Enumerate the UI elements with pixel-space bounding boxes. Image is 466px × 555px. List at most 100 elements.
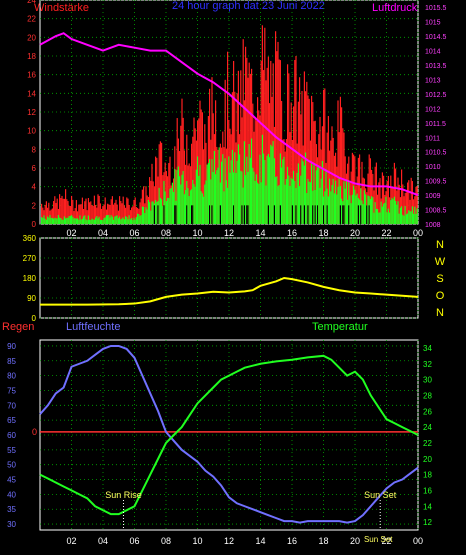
- gust-bar: [150, 180, 152, 224]
- temperature-y-tick: 18: [423, 471, 432, 480]
- pressure-y-tick: 1013.5: [425, 63, 447, 70]
- gust-bar: [411, 181, 413, 224]
- mean-bar: [335, 180, 337, 224]
- mean-bar: [65, 218, 67, 224]
- mean-bar: [92, 219, 94, 224]
- mean-bar: [117, 218, 119, 224]
- mean-bar: [128, 215, 130, 224]
- mean-bar: [305, 152, 307, 224]
- gust-bar: [241, 117, 243, 224]
- mean-bar: [198, 175, 200, 224]
- gust-bar: [275, 31, 277, 225]
- mean-bar: [393, 196, 395, 224]
- gust-bar: [416, 186, 418, 224]
- humidity-y-tick: 85: [7, 357, 16, 366]
- humidity-temp-axis-ticks: 30 35 40 45 50 55 60 65 70 75 80 85 90 12 14 16 18 20 22 24…: [7, 342, 432, 546]
- gust-bar: [337, 100, 339, 224]
- mean-bar: [42, 217, 44, 224]
- gust-bar: [67, 201, 69, 224]
- direction-y-tick: 90: [27, 294, 36, 303]
- gust-bar: [156, 157, 158, 224]
- gust-bar: [319, 116, 321, 224]
- mean-bar: [195, 169, 197, 224]
- gust-bar: [180, 125, 182, 224]
- direction-panel-grid: [40, 237, 419, 319]
- gust-bar: [42, 207, 44, 224]
- mean-bar: [407, 213, 409, 224]
- mean-bar: [369, 198, 371, 224]
- gust-bar: [68, 205, 70, 224]
- mean-bar: [283, 156, 285, 224]
- mean-bar: [212, 172, 214, 224]
- mean-bar: [164, 191, 166, 224]
- gust-bar: [47, 207, 49, 224]
- mean-bar: [109, 217, 111, 224]
- calm-bar: [246, 205, 248, 224]
- ht-x-tick: 02: [66, 536, 76, 546]
- gust-bar: [45, 201, 47, 224]
- gust-bar: [104, 197, 106, 224]
- gust-bar: [227, 51, 229, 225]
- gust-bar: [131, 207, 133, 224]
- pressure-y-tick: 1012.5: [425, 92, 447, 99]
- ht-x-tick: 14: [255, 536, 265, 546]
- gust-bar: [198, 118, 200, 224]
- mean-bar: [341, 198, 343, 224]
- mean-bar: [110, 215, 112, 224]
- gust-bar: [116, 204, 118, 224]
- mean-bar: [259, 154, 261, 224]
- mean-bar: [60, 218, 62, 224]
- mean-bar: [228, 156, 230, 224]
- calm-bar: [192, 205, 194, 224]
- gust-bar: [255, 120, 257, 224]
- mean-bar: [151, 201, 153, 224]
- calm-bar: [247, 205, 249, 224]
- wind-x-tick: 12: [224, 228, 234, 238]
- gust-bar: [373, 190, 375, 224]
- mean-bar: [347, 199, 349, 224]
- calm-bar: [209, 205, 211, 224]
- mean-bar: [138, 214, 140, 224]
- gust-bar: [162, 175, 164, 224]
- wind-bars: [41, 25, 418, 225]
- pressure-y-tick: 1009: [425, 193, 441, 200]
- mean-bar: [325, 168, 327, 224]
- wind-y-tick: 24: [27, 0, 36, 5]
- gust-bar: [368, 154, 370, 224]
- gust-bar: [306, 81, 308, 224]
- calm-bar: [295, 205, 297, 224]
- wind-y-tick: 8: [32, 145, 37, 154]
- mean-bar: [361, 200, 363, 224]
- mean-bar: [354, 189, 356, 224]
- gust-bar: [209, 88, 211, 224]
- mean-bar: [209, 159, 211, 224]
- mean-bar: [375, 208, 377, 224]
- gust-bar: [75, 200, 77, 224]
- gust-bar: [300, 114, 302, 224]
- calm-bar: [307, 205, 309, 224]
- gust-bar: [242, 39, 244, 225]
- gust-bar: [323, 89, 325, 224]
- gust-bar: [89, 202, 91, 224]
- gust-bar: [193, 117, 195, 224]
- humidity-y-tick: 65: [7, 416, 16, 425]
- mean-bar: [255, 174, 257, 224]
- mean-bar: [249, 157, 251, 224]
- mean-bar: [66, 217, 68, 224]
- mean-bar: [307, 178, 309, 224]
- mean-bar: [77, 218, 79, 224]
- wind-y-tick: 14: [27, 89, 36, 98]
- compass-label: N: [436, 307, 444, 319]
- gust-bar: [135, 207, 137, 224]
- gust-bar: [102, 206, 104, 224]
- gust-bar: [288, 73, 290, 224]
- mean-bar: [399, 207, 401, 224]
- gust-bar: [245, 46, 247, 224]
- mean-bar: [299, 186, 301, 224]
- gust-bar: [119, 196, 121, 224]
- mean-bar: [398, 213, 400, 224]
- gust-bar: [127, 198, 129, 224]
- mean-bar: [411, 206, 413, 224]
- gust-bar: [126, 197, 128, 224]
